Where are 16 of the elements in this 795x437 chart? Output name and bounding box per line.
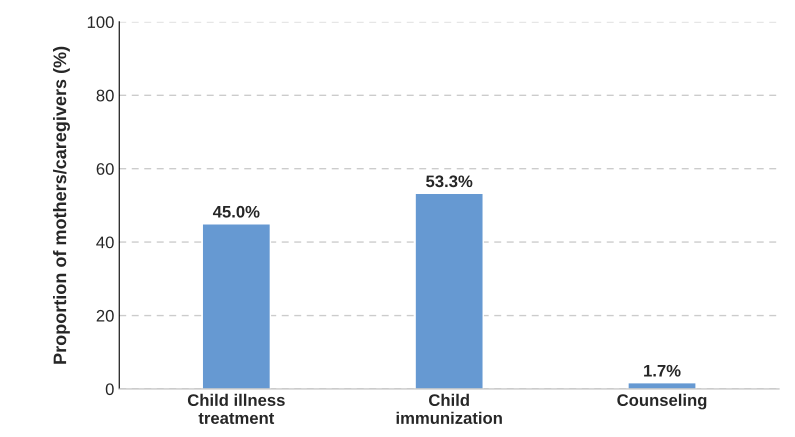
x-tick-label: Child illness treatment: [188, 394, 285, 424]
y-tick-label: 100: [88, 16, 114, 28]
bar: [202, 223, 272, 389]
x-tick-label: Counseling: [617, 394, 706, 410]
y-axis-title: Proportion of mothers/caregivers (%): [53, 46, 70, 364]
bar: [627, 382, 697, 389]
y-tick-label: 40: [96, 236, 114, 248]
x-tick-label: Child immunization: [396, 394, 502, 424]
data-label: 45.0%: [212, 206, 260, 218]
y-tick-label: 20: [96, 310, 114, 322]
data-label: 53.3%: [426, 175, 472, 188]
y-tick-label: 60: [96, 163, 114, 175]
bar: [414, 192, 484, 389]
data-label: 1.7%: [644, 364, 681, 377]
y-tick-label: 0: [106, 383, 114, 396]
y-tick-label: 80: [96, 90, 114, 102]
